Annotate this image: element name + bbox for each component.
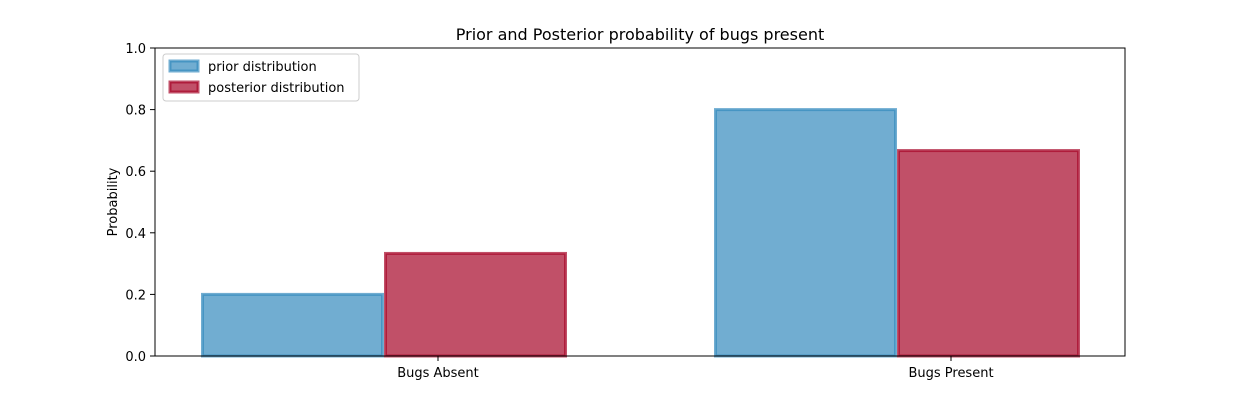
bar-posterior-distribution-bugs-present — [897, 149, 1080, 358]
bar-prior-distribution-bugs-present — [714, 108, 897, 358]
x-tick-label: Bugs Present — [908, 366, 993, 381]
legend-swatch — [168, 59, 200, 73]
bar-prior-distribution-bugs-absent — [201, 292, 384, 358]
chart-title: Prior and Posterior probability of bugs … — [456, 25, 824, 44]
x-axis-ticks: Bugs Absent Bugs Present — [397, 356, 994, 381]
y-tick-label: 0.8 — [125, 104, 146, 119]
y-tick-label: 0.6 — [125, 165, 146, 180]
x-tick-label: Bugs Absent — [397, 366, 479, 381]
bar-posterior-distribution-bugs-absent — [384, 251, 567, 358]
bars-layer — [201, 108, 1080, 358]
legend-entry-label: prior distribution — [208, 60, 317, 75]
y-axis-ticks: 0.0 0.2 0.4 0.6 0.8 1.0 — [125, 42, 155, 365]
y-tick-label: 1.0 — [125, 42, 146, 57]
legend-box — [162, 53, 360, 102]
plot-area-frame — [154, 47, 1126, 357]
y-axis-label: Probability — [106, 167, 121, 236]
y-tick-label: 0.4 — [125, 227, 146, 242]
legend-entry-label: posterior distribution — [208, 81, 345, 96]
y-tick-label: 0.2 — [125, 288, 146, 303]
legend: prior distribution posterior distribution — [162, 53, 360, 102]
legend-swatch — [168, 80, 200, 94]
y-tick-label: 0.0 — [125, 350, 146, 365]
